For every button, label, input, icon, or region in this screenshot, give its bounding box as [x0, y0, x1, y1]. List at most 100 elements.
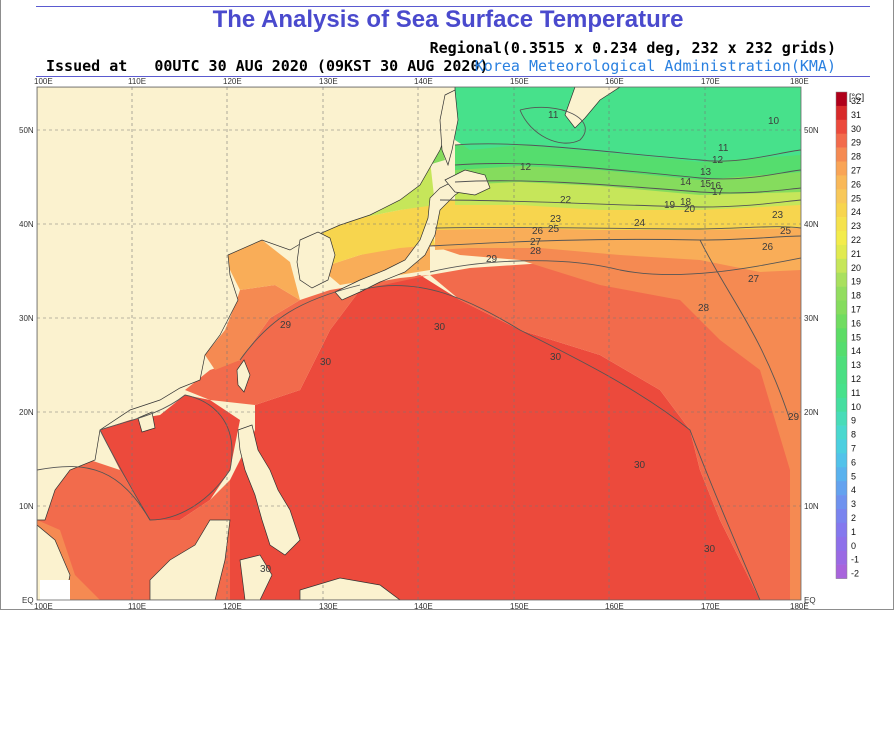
lon-tick-top: 130E: [319, 77, 338, 86]
land-sulawesi: [239, 554, 273, 600]
colorbar-swatch: [836, 439, 847, 454]
colorbar-swatch: [836, 272, 847, 287]
lon-tick-top: 110E: [128, 77, 146, 86]
colorbar-label: 21: [851, 249, 861, 259]
colorbar-swatch: [836, 300, 847, 315]
colorbar-label: 27: [851, 166, 861, 176]
lon-tick-top: 170E: [701, 77, 720, 86]
colorbar-swatch: [836, 147, 847, 162]
colorbar-swatch: [836, 356, 847, 371]
isotherm-label: 30: [434, 322, 446, 333]
isotherm-label: 20: [684, 204, 696, 215]
lon-tick-bottom: 150E: [510, 602, 529, 611]
colorbar-label: 2: [851, 513, 856, 523]
colorbar-swatch: [836, 175, 847, 190]
isotherm-label: 29: [486, 254, 498, 265]
isotherm-label: 18: [680, 197, 692, 208]
colorbar-swatch: [836, 467, 847, 482]
isotherm-label: 30: [260, 564, 272, 575]
colorbar-label: 3: [851, 499, 856, 509]
colorbar-swatch: [836, 509, 847, 524]
colorbar-label: 25: [851, 193, 861, 203]
isotherm-label: 11: [548, 110, 559, 121]
colorbar-label: 10: [851, 402, 861, 412]
colorbar-label: 24: [851, 207, 861, 217]
graticule: [37, 87, 801, 600]
lon-tick-bottom: 170E: [701, 602, 720, 611]
colorbar-label: 23: [851, 221, 861, 231]
lat-tick-right: 30N: [804, 314, 819, 323]
ocean-band-11: [455, 87, 801, 162]
colorbar-label: 12: [851, 374, 861, 384]
colorbar-label: 5: [851, 471, 856, 481]
isotherm-label: 17: [712, 187, 724, 198]
page-title: The Analysis of Sea Surface Temperature: [212, 6, 684, 33]
isotherm-label: 26: [532, 226, 544, 237]
colorbar-swatch: [836, 286, 847, 301]
colorbar-label: 19: [851, 277, 861, 287]
colorbar-swatch: [836, 370, 847, 385]
colorbar-label: 0: [851, 541, 856, 551]
colorbar-swatch: [836, 383, 847, 399]
isotherm-label: 30: [634, 460, 646, 471]
ocean-band-warm30: [230, 275, 760, 600]
colorbar-label: 30: [851, 124, 861, 134]
colorbar-swatch: [836, 342, 847, 357]
colorbar-swatch: [836, 133, 847, 148]
isotherm-label: 11: [718, 143, 729, 154]
lon-tick-top: 180E: [790, 77, 809, 86]
colorbar-label: 9: [851, 416, 856, 426]
colorbar-label: 20: [851, 263, 861, 273]
isotherm-label: 23: [550, 214, 562, 225]
header-rule: [36, 76, 870, 77]
colorbar-label: 16: [851, 318, 861, 328]
lon-tick-top: 100E: [34, 77, 53, 86]
land-sakhalin: [439, 89, 459, 167]
east-sea-24: [320, 205, 435, 268]
lat-tick-left: 20N: [19, 408, 34, 417]
colorbar-label: 8: [851, 430, 856, 440]
issued-prefix: Issued at: [46, 57, 128, 75]
lat-tick-left: 30N: [19, 314, 34, 323]
colorbar-label: 32: [851, 96, 861, 106]
colorbar-unit: [°C]: [849, 92, 864, 102]
lon-tick-bottom: 180E: [790, 602, 809, 611]
isotherm-label: 30: [320, 357, 332, 368]
colorbar-label: 28: [851, 152, 861, 162]
lon-tick-bottom: 120E: [223, 602, 242, 611]
lat-tick-right: 40N: [804, 220, 819, 229]
isotherm-label: 12: [520, 162, 532, 173]
lat-tick-left: EQ: [22, 596, 34, 605]
isotherm-label: 27: [530, 237, 542, 248]
colorbar-swatch: [836, 119, 847, 134]
lat-tick-right: EQ: [804, 596, 816, 605]
isotherm-label: 19: [664, 200, 676, 211]
isotherm-label: 30: [704, 544, 716, 555]
ocean-band-14: [455, 140, 801, 180]
isotherm-label: 24: [634, 218, 646, 229]
lat-tick-right: 50N: [804, 126, 819, 135]
colorbar-swatch: [836, 244, 847, 260]
isotherm-lines: [37, 106, 801, 600]
isotherm-label: 16: [710, 181, 722, 192]
colorbar-label: 18: [851, 291, 861, 301]
lat-tick-right: 10N: [804, 502, 819, 511]
colorbar-label: 4: [851, 485, 856, 495]
colorbar-swatch: [836, 425, 847, 440]
colorbar-label: 29: [851, 138, 861, 148]
colorbar-label: 26: [851, 179, 861, 189]
map-border: [36, 86, 802, 601]
land-hokkaido: [444, 169, 491, 196]
colorbar-swatch: [836, 92, 847, 107]
colorbar-label: 1: [851, 527, 856, 537]
lon-tick-bottom: 130E: [319, 602, 338, 611]
east-sea-26: [320, 245, 430, 285]
colorbar-swatch: [836, 564, 847, 579]
issued-value: 00UTC 30 AUG 2020 (09KST 30 AUG 2020): [154, 57, 489, 75]
lon-tick-top: 120E: [223, 77, 242, 86]
isotherm-label: 13: [700, 167, 712, 178]
isotherm-label: 14: [680, 177, 692, 188]
lon-tick-top: 140E: [414, 77, 433, 86]
no-data-patch: [40, 580, 70, 600]
